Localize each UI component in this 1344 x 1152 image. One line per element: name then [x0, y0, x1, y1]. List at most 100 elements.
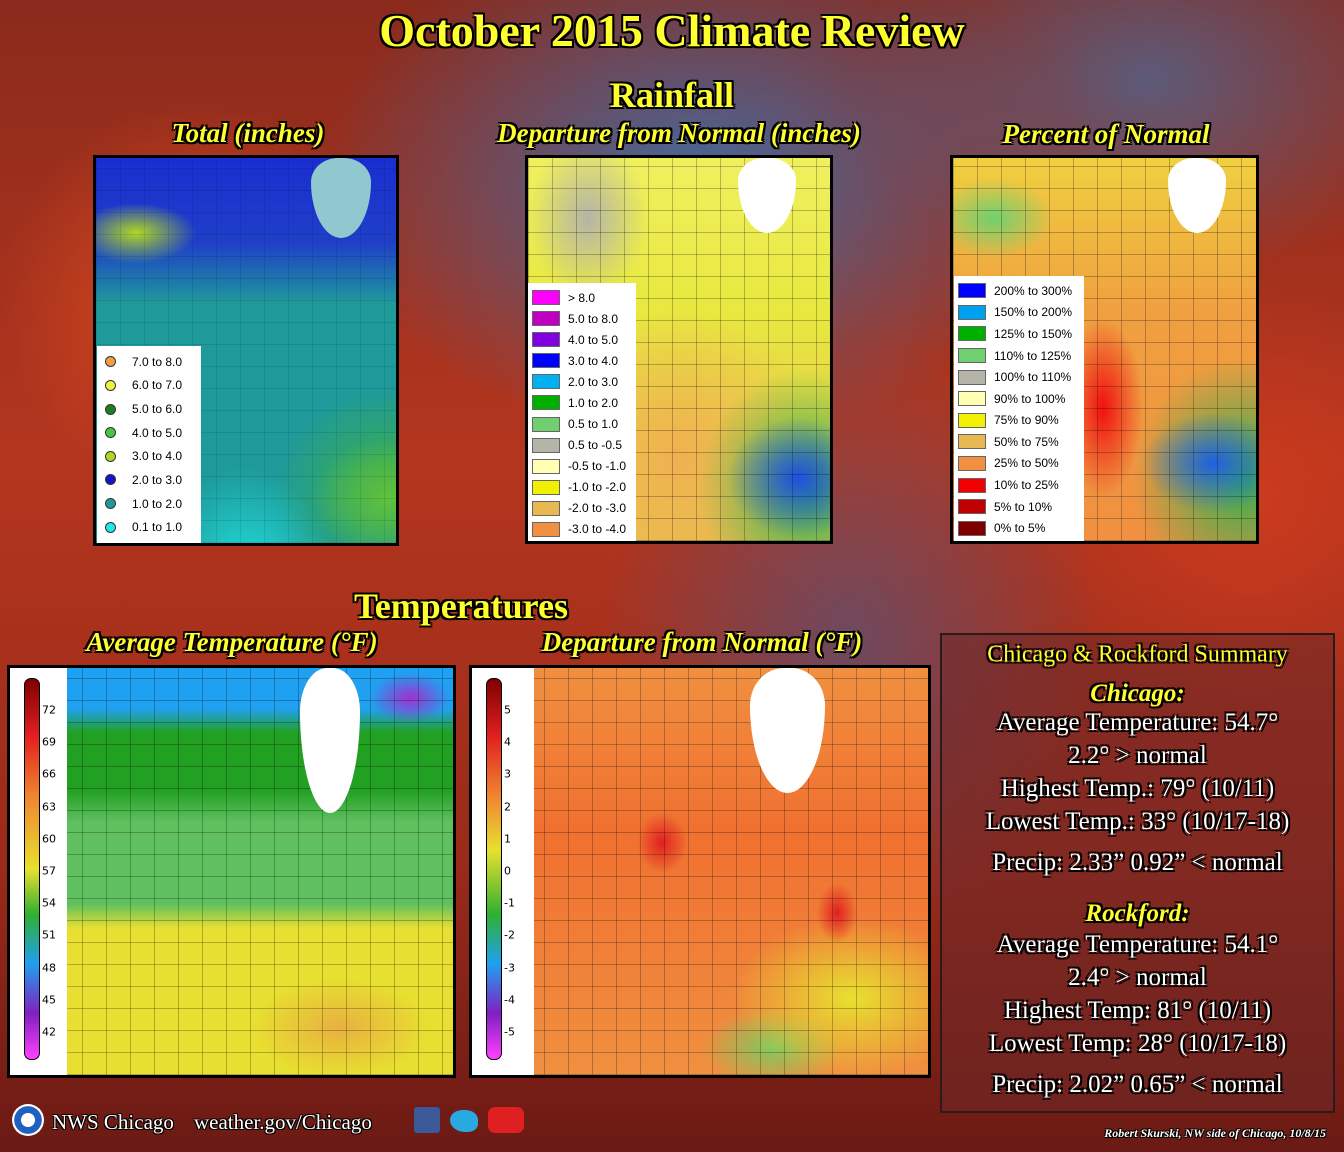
colorbar-tick-label: -4 — [504, 993, 515, 1007]
org-name: NWS Chicago — [52, 1110, 174, 1134]
legend-label: 0.5 to -0.5 — [568, 438, 623, 453]
summary-line: Lowest Temp.: 33° (10/17-18) — [985, 808, 1290, 835]
legend-item: 10% to 25% — [958, 476, 1059, 494]
legend-label: 25% to 50% — [994, 456, 1059, 471]
legend-swatch — [958, 326, 986, 342]
legend-label: 0.5 to 1.0 — [568, 417, 619, 432]
legend-label: 2.0 to 3.0 — [132, 472, 183, 487]
legend-label: 100% to 110% — [994, 370, 1072, 385]
legend-item: > 8.0 — [532, 289, 595, 307]
colorbar-tick-label: -2 — [504, 928, 515, 942]
legend-label: 5.0 to 8.0 — [568, 311, 619, 326]
legend-swatch — [958, 348, 986, 364]
colorbar-tick-label: 45 — [42, 993, 56, 1007]
facebook-icon[interactable] — [414, 1107, 440, 1133]
colorbar-tick-label: 51 — [42, 928, 56, 942]
legend-label: 0% to 5% — [994, 521, 1046, 536]
legend-item: 50% to 75% — [958, 433, 1059, 451]
legend-label: -3.0 to -4.0 — [568, 522, 627, 537]
colorbar-tick-label: 3 — [504, 767, 511, 781]
legend-swatch — [958, 434, 986, 450]
legend-swatch — [958, 304, 986, 320]
legend-item: 110% to 125% — [958, 347, 1071, 365]
legend: 200% to 300% 150% to 200% 125% to 150% 110%… — [954, 276, 1084, 541]
legend-item: 1.0 to 2.0 — [101, 495, 182, 513]
city-name: Rockford: — [1085, 900, 1190, 927]
legend-swatch — [532, 521, 560, 537]
map-image: 200% to 300% 150% to 200% 125% to 150% 110%… — [950, 155, 1259, 544]
summary-line: Lowest Temp: 28° (10/17-18) — [988, 1030, 1287, 1057]
legend-item: 0.5 to -0.5 — [532, 436, 622, 454]
panel-title: Average Temperature (°F) — [86, 627, 378, 657]
legend-label: 110% to 125% — [994, 348, 1072, 363]
legend-label: 75% to 90% — [994, 413, 1059, 428]
legend-item: 25% to 50% — [958, 454, 1059, 472]
section-heading: Temperatures — [354, 586, 568, 626]
legend-swatch — [105, 379, 116, 391]
legend-swatch — [958, 520, 986, 536]
legend-item: 0% to 5% — [958, 519, 1045, 537]
summary-box: Chicago & Rockford Summary Chicago: Averag… — [940, 633, 1335, 1113]
legend-swatch — [105, 427, 116, 439]
legend-item: 5.0 to 6.0 — [101, 400, 182, 418]
map-image: 7.0 to 8.0 6.0 to 7.0 5.0 to 6.0 4.0 to 5.0… — [93, 155, 399, 546]
legend-swatch — [532, 374, 560, 390]
summary-line: Highest Temp.: 79° (10/11) — [1000, 775, 1275, 802]
legend-swatch — [958, 283, 986, 299]
legend-swatch — [958, 499, 986, 515]
legend-label: 5% to 10% — [994, 499, 1053, 514]
summary-line: 2.2° > normal — [1068, 742, 1207, 769]
colorbar-tick-label: 48 — [42, 961, 56, 975]
colorbar-gradient — [486, 678, 502, 1060]
legend-label: -2.0 to -3.0 — [568, 501, 627, 516]
legend-swatch — [958, 455, 986, 471]
legend-label: 1.0 to 2.0 — [568, 395, 619, 410]
legend-item: 5.0 to 8.0 — [532, 310, 618, 328]
map-image: 72 69 66 63 60 57 54 51 48 45 42 — [7, 665, 456, 1078]
legend-item: 7.0 to 8.0 — [101, 353, 182, 371]
youtube-icon[interactable] — [488, 1107, 524, 1133]
legend-swatch — [532, 353, 560, 369]
legend: > 8.0 5.0 to 8.0 4.0 to 5.0 3.0 to 4.0 2.0 t… — [528, 283, 636, 541]
legend-item: 5% to 10% — [958, 498, 1052, 516]
summary-line: 2.4° > normal — [1068, 964, 1207, 991]
colorbar-tick-label: 5 — [504, 703, 511, 717]
legend-swatch — [532, 290, 560, 306]
legend-label: -1.0 to -2.0 — [568, 480, 627, 495]
panel-title: Percent of Normal — [1002, 119, 1210, 149]
legend-item: -1.0 to -2.0 — [532, 478, 626, 496]
legend-swatch — [532, 416, 560, 432]
photo-credit: Robert Skurski, NW side of Chicago, 10/8… — [1104, 1126, 1326, 1140]
legend-item: 75% to 90% — [958, 411, 1059, 429]
colorbar-tick-label: 60 — [42, 832, 56, 846]
twitter-icon[interactable] — [450, 1110, 478, 1132]
website[interactable]: weather.gov/Chicago — [194, 1110, 372, 1134]
legend-item: 3.0 to 4.0 — [101, 447, 182, 465]
colorbar-tick-label: 54 — [42, 896, 56, 910]
legend-swatch — [105, 474, 116, 486]
legend-swatch — [532, 458, 560, 474]
panel-title: Total (inches) — [171, 118, 325, 148]
colorbar-tick-label: 42 — [42, 1025, 56, 1039]
colorbar-tick-label: 2 — [504, 800, 511, 814]
legend-label: 90% to 100% — [994, 391, 1066, 406]
summary-line: Highest Temp: 81° (10/11) — [1003, 997, 1272, 1024]
legend-label: 4.0 to 5.0 — [132, 425, 183, 440]
legend-item: 4.0 to 5.0 — [101, 424, 182, 442]
legend-item: 0.5 to 1.0 — [532, 415, 618, 433]
legend: 7.0 to 8.0 6.0 to 7.0 5.0 to 6.0 4.0 to 5.0… — [97, 346, 201, 543]
colorbar-tick-label: 57 — [42, 864, 56, 878]
legend-item: 2.0 to 3.0 — [532, 373, 618, 391]
legend-label: 150% to 200% — [994, 305, 1073, 320]
legend-item: -3.0 to -4.0 — [532, 520, 626, 538]
summary-title: Chicago & Rockford Summary — [987, 641, 1288, 668]
colorbar-tick-label: 72 — [42, 703, 56, 717]
legend-swatch — [958, 412, 986, 428]
colorbar-tick-label: 63 — [42, 800, 56, 814]
colorbar-tick-label: 69 — [42, 735, 56, 749]
map-image: > 8.0 5.0 to 8.0 4.0 to 5.0 3.0 to 4.0 2.0 t… — [525, 155, 833, 544]
legend-swatch — [958, 369, 986, 385]
legend-swatch — [532, 395, 560, 411]
legend-item: 4.0 to 5.0 — [532, 331, 618, 349]
